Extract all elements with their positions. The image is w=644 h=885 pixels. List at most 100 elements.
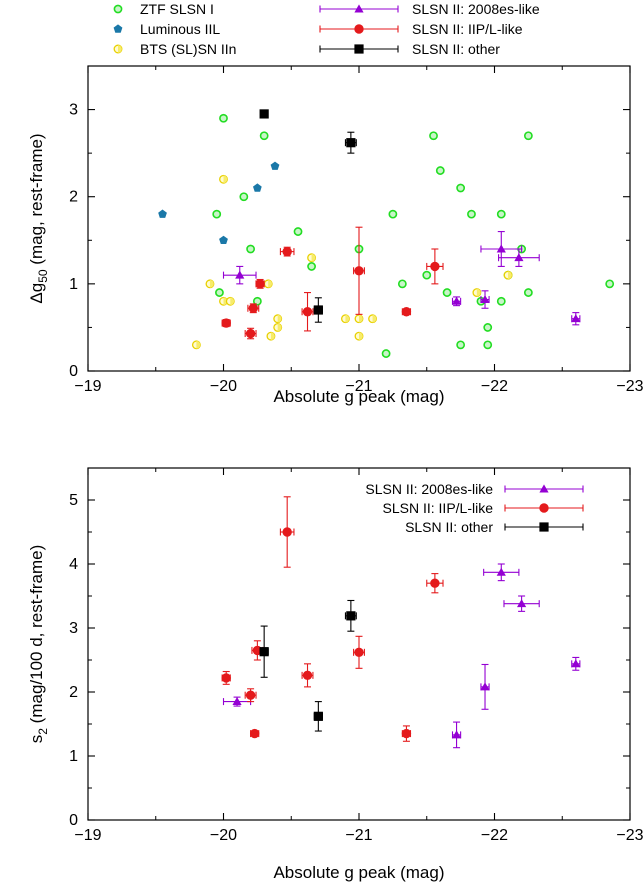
data-point	[456, 340, 466, 350]
data-point	[235, 270, 245, 279]
data-point	[496, 244, 506, 253]
legend-marker	[113, 4, 123, 14]
x-axis-label: Absolute g peak (mag)	[273, 387, 444, 406]
data-point	[215, 288, 224, 297]
data-point	[483, 323, 493, 332]
data-point	[313, 305, 323, 315]
data-point	[246, 244, 255, 254]
legend-label: SLSN II: other	[405, 519, 493, 535]
data-point	[422, 270, 432, 280]
data-point	[212, 209, 222, 219]
y-tick-label: 2	[69, 189, 78, 206]
data-point	[354, 647, 364, 658]
data-point	[483, 340, 493, 350]
data-point	[270, 161, 280, 170]
data-point	[451, 296, 462, 305]
data-point	[571, 659, 581, 668]
x-tick-label: −20	[210, 827, 237, 844]
x-tick-label: −19	[74, 827, 101, 844]
data-point	[496, 209, 506, 219]
data-point	[430, 578, 440, 588]
data-point	[205, 279, 215, 289]
legend-label: SLSN II: 2008es-like	[365, 481, 493, 497]
data-point	[605, 279, 615, 289]
series-ztf-slsn-i	[212, 113, 615, 358]
data-point	[397, 279, 407, 289]
data-point	[354, 314, 364, 324]
legend-label: SLSN II: 2008es-like	[412, 1, 540, 17]
data-point	[259, 109, 269, 119]
data-point	[456, 183, 466, 193]
y-tick-label: 0	[69, 363, 78, 380]
legend-label: BTS (SL)SN IIn	[140, 41, 236, 57]
data-point	[346, 138, 356, 148]
data-point	[293, 227, 303, 236]
x-tick-label: −22	[481, 827, 508, 844]
data-point	[480, 682, 490, 691]
legend-label: SLSN II: other	[412, 41, 500, 57]
data-point	[480, 294, 490, 303]
series-bts-sl-sn-iin	[191, 174, 513, 350]
legend-marker	[354, 4, 364, 13]
series-slsn-ii-2008es-like	[222, 231, 581, 326]
data-point	[467, 209, 476, 219]
data-point	[302, 307, 313, 317]
legend-label: Luminous IIL	[140, 21, 220, 37]
data-point	[368, 314, 377, 324]
data-point	[503, 270, 513, 280]
legend-label: ZTF SLSN I	[140, 1, 214, 17]
data-point	[442, 288, 452, 297]
data-point	[219, 235, 228, 244]
legend-marker	[539, 522, 549, 532]
data-point	[232, 697, 242, 706]
data-point	[255, 279, 265, 289]
series-slsn-ii-other	[259, 599, 357, 732]
data-point	[239, 192, 249, 202]
data-point	[282, 246, 292, 257]
y-tick-label: 1	[69, 276, 78, 293]
data-point	[496, 296, 506, 306]
data-point	[388, 209, 398, 219]
y-tick-label: 4	[69, 556, 78, 573]
y-tick-label: 5	[69, 492, 78, 509]
data-point	[263, 279, 273, 289]
legend-marker	[539, 503, 549, 513]
y-tick-label: 3	[69, 620, 78, 637]
chart-2: −19 −20 −21 −22 −23 0 1 2 3 4 5 Absolute g peak (ma…	[27, 467, 644, 882]
x-tick-label: −20	[210, 378, 237, 395]
x-tick-label: −19	[74, 378, 101, 395]
data-point	[252, 296, 262, 306]
y-tick-label: 3	[69, 102, 78, 119]
x-tick-label: −22	[481, 378, 508, 395]
x-tick-label: −23	[616, 378, 643, 395]
legend-label: SLSN II: IIP/L-like	[412, 21, 523, 37]
legend-marker	[113, 44, 123, 54]
data-point	[245, 690, 256, 700]
chart-1: −19 −20 −21 −22 −23 0 1 2 3 Absolute g peak (mag)…	[27, 1, 644, 406]
data-point	[253, 183, 262, 192]
data-point	[571, 314, 581, 323]
series-slsn-ii-other	[259, 109, 357, 323]
data-point	[435, 166, 445, 175]
data-point	[341, 314, 350, 324]
data-point	[354, 331, 364, 341]
y-tick-label: 2	[69, 684, 78, 701]
data-point	[259, 647, 269, 657]
data-point	[221, 673, 231, 683]
legend-marker	[354, 44, 364, 54]
legend-marker	[539, 484, 549, 493]
legend-marker	[113, 24, 123, 33]
data-point	[514, 253, 524, 262]
data-point	[430, 261, 440, 272]
data-point	[523, 131, 533, 141]
x-tick-label: −23	[616, 827, 643, 844]
x-axis-label: Absolute g peak (mag)	[273, 863, 444, 882]
y-axis-label: Δg50 (mag, rest-frame)	[27, 133, 50, 303]
data-point	[191, 340, 201, 350]
y-axis-label: s2 (mag/100 d, rest-frame)	[27, 545, 50, 743]
data-point	[273, 314, 283, 324]
data-point	[472, 288, 482, 298]
data-point	[307, 262, 316, 271]
data-point	[401, 307, 412, 317]
